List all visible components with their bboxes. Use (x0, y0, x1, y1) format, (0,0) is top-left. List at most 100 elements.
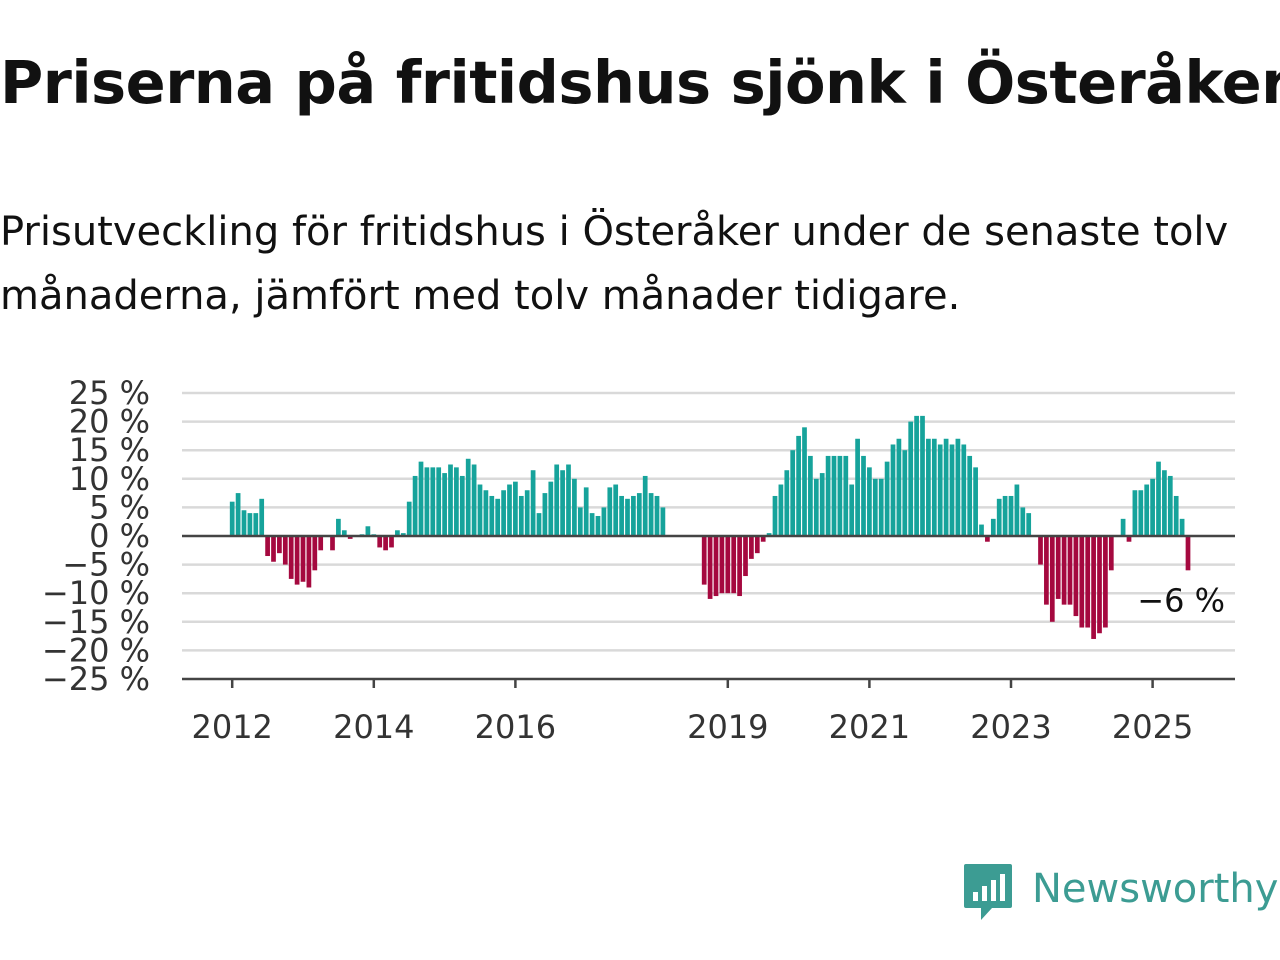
bar (300, 536, 306, 582)
bar (395, 530, 400, 536)
bar (754, 536, 760, 554)
bar (448, 464, 453, 536)
axes (182, 534, 1235, 688)
bar (1055, 536, 1061, 599)
bar (566, 464, 571, 536)
bar (743, 536, 748, 577)
bar (613, 484, 619, 536)
bar (282, 536, 288, 565)
bar (790, 450, 796, 536)
bar (1008, 495, 1014, 536)
bar (1038, 536, 1043, 565)
bar (1020, 507, 1026, 536)
bar (961, 444, 967, 536)
bar (831, 455, 837, 536)
bar (442, 473, 447, 536)
bar (530, 470, 536, 536)
bar (1108, 536, 1114, 571)
bar (766, 533, 772, 536)
y-tick-label: −10 % (42, 574, 150, 612)
bar (996, 498, 1002, 536)
y-tick-label: 20 % (69, 403, 150, 441)
bar (1120, 518, 1126, 536)
bar (572, 478, 577, 536)
bar (389, 536, 394, 548)
bar (247, 513, 253, 536)
y-tick-label: 10 % (69, 460, 150, 498)
bar (1002, 495, 1008, 536)
bar (1073, 536, 1079, 617)
bar (861, 455, 866, 536)
bar (1079, 536, 1085, 628)
last-value-label: −6 % (1137, 581, 1225, 619)
bar (330, 536, 335, 551)
bar (1126, 536, 1132, 542)
bar (436, 467, 442, 536)
bar (802, 427, 807, 536)
y-tick-label: −15 % (42, 603, 150, 641)
bar (973, 467, 978, 536)
bar-chart: 25 %20 %15 %10 %5 %0 %−5 %−10 %−15 %−20 … (42, 374, 1235, 746)
bar (465, 458, 471, 536)
brand-name: Newsworthy (1032, 866, 1279, 912)
newsworthy-brand[interactable]: Newsworthy (962, 862, 1278, 928)
bar (808, 455, 813, 536)
bar (501, 490, 506, 536)
bar (937, 444, 943, 536)
bar (1103, 536, 1108, 628)
bar (784, 470, 790, 536)
bar (288, 536, 294, 579)
bar (424, 467, 430, 536)
bar (725, 536, 731, 594)
bar (878, 478, 884, 536)
bar (577, 507, 583, 536)
bar (813, 478, 819, 536)
bar (855, 438, 860, 536)
bar (589, 513, 595, 536)
bar (1014, 484, 1020, 536)
bar (1156, 461, 1161, 536)
bar (1067, 536, 1073, 605)
y-tick-label: −25 % (42, 660, 150, 698)
bar (931, 438, 937, 536)
bar (619, 495, 624, 536)
bar (418, 461, 424, 536)
bar (631, 495, 636, 536)
bar (778, 484, 784, 536)
bar (312, 536, 318, 571)
bar (518, 495, 524, 536)
bar (471, 464, 477, 536)
bar (554, 464, 560, 536)
bar (548, 481, 554, 536)
bar (1162, 470, 1167, 536)
bar (536, 513, 542, 536)
bar (796, 435, 801, 536)
bar (660, 507, 666, 536)
bar (377, 536, 383, 548)
bar (749, 536, 754, 559)
bar (341, 530, 347, 536)
bar (294, 536, 300, 585)
bar (336, 518, 341, 536)
bar (318, 536, 324, 551)
x-tick-label: 2016 (475, 708, 556, 746)
bar (772, 495, 778, 536)
bar (306, 536, 312, 588)
bar (920, 415, 925, 536)
bar (1185, 536, 1191, 571)
bar (837, 455, 843, 536)
bar (489, 495, 495, 536)
bar (1138, 490, 1144, 536)
y-tick-label: −20 % (42, 631, 150, 669)
bar (719, 536, 725, 594)
bar (990, 518, 996, 536)
bar (383, 536, 388, 551)
bar (1026, 513, 1032, 536)
bar (1150, 478, 1155, 536)
bar (843, 455, 849, 536)
x-tick-label: 2012 (191, 708, 272, 746)
bar (277, 536, 282, 554)
bar (1061, 536, 1067, 605)
bar (949, 444, 955, 536)
x-tick-label: 2021 (829, 708, 910, 746)
